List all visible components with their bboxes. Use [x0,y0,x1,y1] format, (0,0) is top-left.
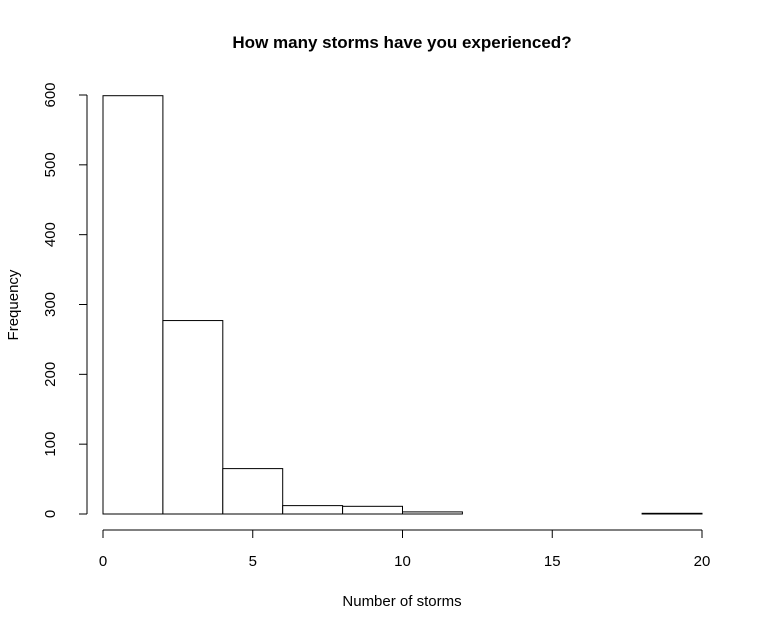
x-axis-label: Number of storms [342,593,461,610]
histogram-bar-2 [222,468,284,515]
histogram-bar-9 [641,512,703,515]
histogram-bar-5 [402,511,463,515]
y-tick-label-4: 400 [42,222,59,247]
y-tick-label-2: 200 [42,362,59,387]
histogram-bar-3 [282,505,344,515]
y-tick-label-1: 100 [42,432,59,457]
x-tick-label-4: 20 [694,553,711,570]
x-tick-label-2: 10 [394,553,411,570]
y-axis: 0 100 200 300 400 500 600 [42,82,88,518]
x-axis: 0 5 10 15 20 [99,529,711,570]
histogram-bar-0 [102,95,164,515]
bars-group [102,95,703,515]
y-tick-label-6: 600 [42,82,59,107]
histogram-bar-4 [342,505,404,515]
x-tick-label-3: 15 [544,553,561,570]
y-tick-label-0: 0 [42,510,59,518]
x-tick-label-1: 5 [249,553,257,570]
y-axis-label: Frequency [5,269,22,340]
y-tick-label-3: 300 [42,292,59,317]
chart-title: How many storms have you experienced? [232,33,571,52]
histogram-bar-1 [162,320,224,515]
x-tick-label-0: 0 [99,553,107,570]
y-tick-label-5: 500 [42,152,59,177]
